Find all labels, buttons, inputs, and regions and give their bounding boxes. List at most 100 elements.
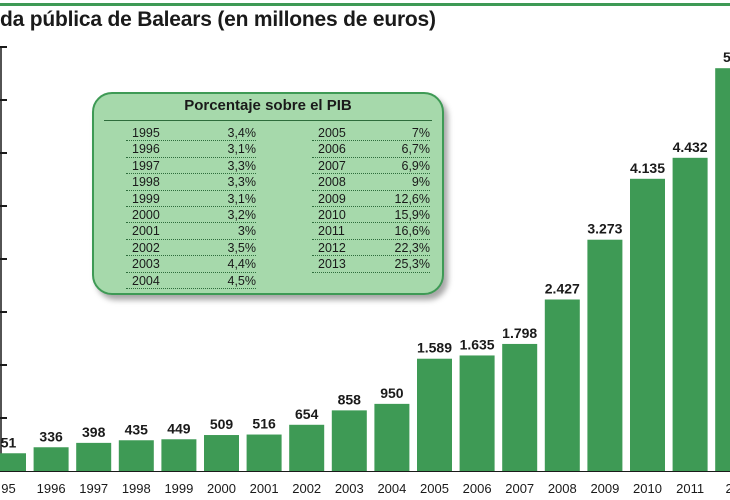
- bar-2005: [417, 358, 452, 471]
- bar-value-label: 516: [252, 416, 276, 432]
- bar-2000: [204, 435, 239, 471]
- pib-percentage: 12,6%: [394, 191, 430, 206]
- bar-value-label: 1.798: [502, 325, 537, 341]
- bar-value-label: 654: [295, 406, 319, 422]
- pib-table-row: 2003 4,4%: [126, 256, 257, 273]
- bar-2011: [672, 157, 708, 471]
- pib-year: 1996: [132, 142, 160, 157]
- pib-year: 2004: [132, 273, 160, 288]
- pib-year: 2003: [132, 257, 160, 272]
- pib-percentage: 4,4%: [227, 257, 257, 272]
- pib-year: 2005: [318, 126, 346, 140]
- pib-table-row: 2004 4,5%: [126, 273, 256, 289]
- x-tick-label: 95: [1, 481, 15, 496]
- pib-table-row: 2008 9%: [312, 174, 430, 191]
- pib-percentage: 7%: [411, 126, 430, 140]
- x-tick-label: 2002: [292, 481, 321, 496]
- chart-title: da pública de Balears (en millones de eu…: [0, 8, 436, 31]
- x-tick-label: 1997: [79, 481, 108, 496]
- bar-value-label: 2.427: [545, 280, 580, 296]
- pib-percentage: 15,9%: [394, 207, 430, 222]
- bar-1996: [33, 447, 69, 471]
- pib-year: 2011: [318, 224, 345, 239]
- pib-table-row: 1996 3,1%: [126, 141, 257, 158]
- bar-value-label: 51: [1, 434, 17, 450]
- pib-year: 1999: [132, 191, 160, 206]
- bar-value-label: 336: [39, 428, 63, 444]
- pib-table-row: 2006 6,7%: [312, 141, 431, 158]
- pib-column-left: 1995 3,4% 1996 3,1% 1997 3,3% 1998 3,3% 1999 3,1%…: [126, 125, 256, 289]
- pib-percentage: 6,7%: [401, 142, 431, 157]
- bar-1998: [118, 440, 154, 471]
- bar-1999: [161, 439, 197, 471]
- x-tick-label: 2000: [207, 481, 236, 496]
- pib-table-row: 2010 15,9%: [312, 207, 430, 224]
- pib-percentage: 22,3%: [394, 240, 430, 255]
- pib-table-row: 2002 3,5%: [126, 240, 257, 257]
- bar-value-label: 858: [338, 391, 362, 407]
- bar-value-label: 4.135: [630, 160, 665, 176]
- pib-year: 2010: [318, 207, 346, 222]
- x-tick-label: 2011: [676, 481, 704, 496]
- pib-year: 2008: [318, 175, 346, 190]
- bar-1997: [76, 442, 112, 471]
- pib-table-row: 2009 12,6%: [312, 191, 430, 207]
- pib-table-title-rule: [104, 120, 432, 121]
- pib-percentage: 3,4%: [227, 126, 257, 140]
- pib-percentage: 3,5%: [227, 240, 257, 255]
- x-tick-label: 1999: [164, 481, 193, 496]
- pib-table-row: 1998 3,3%: [126, 174, 257, 191]
- pib-table-row: 2013 25,3%: [312, 256, 430, 273]
- pib-table-row: 1995 3,4%: [126, 125, 257, 142]
- pib-column-right: 2005 7% 2006 6,7% 2007 6,9% 2008 9% 2009 12,6% 201…: [312, 125, 430, 273]
- pib-percentage: 3,1%: [227, 142, 257, 157]
- bar-2007: [502, 343, 538, 471]
- bar-2010: [630, 178, 665, 471]
- pib-table-row: 2007 6,9%: [312, 158, 431, 175]
- x-tick-label: 2008: [548, 481, 577, 496]
- pib-year: 2009: [318, 191, 346, 206]
- bar-value-label: 3.273: [587, 221, 622, 237]
- pib-year: 2000: [132, 207, 160, 222]
- bar-2004: [374, 403, 410, 471]
- pib-table-row: 2012 22,3%: [312, 240, 430, 257]
- x-tick-label: 2010: [633, 481, 662, 496]
- pib-percentage: 9%: [411, 175, 430, 190]
- pib-percentage: 3,1%: [227, 191, 257, 206]
- bar-2003: [331, 410, 367, 471]
- pib-percentage: 3%: [237, 224, 256, 239]
- bar-value-label: 449: [167, 420, 191, 436]
- bar-2001: [246, 434, 282, 471]
- pib-year: 1995: [132, 126, 160, 140]
- x-tick-label: 1996: [37, 481, 66, 496]
- pib-year: 2006: [318, 142, 346, 157]
- pib-table-row: 2011 16,6%: [312, 223, 430, 240]
- pib-table-row: 2000 3,2%: [126, 207, 257, 224]
- x-tick-label: 2009: [590, 481, 619, 496]
- x-tick-label: 2006: [463, 481, 492, 496]
- pib-percentage: 16,6%: [394, 224, 430, 239]
- x-tick-label: 2004: [377, 481, 406, 496]
- pib-percentage: 25,3%: [394, 257, 430, 272]
- bar-2002: [289, 424, 325, 471]
- pib-table-title: Porcentaje sobre el PIB: [184, 97, 352, 114]
- x-tick-label: 2001: [250, 481, 279, 496]
- bar-value-label: 1.635: [460, 336, 495, 352]
- pib-table-row: 2005 7%: [312, 125, 430, 142]
- pib-table-box: Porcentaje sobre el PIB 1995 3,4% 1996 3,1%…: [92, 92, 444, 295]
- bar-2008: [544, 299, 580, 471]
- pib-year: 2001: [132, 224, 160, 239]
- x-tick-label: 1998: [122, 481, 151, 496]
- bar-value-label: 1.589: [417, 340, 452, 356]
- bar-95: [0, 453, 26, 471]
- pib-percentage: 3,3%: [227, 175, 257, 190]
- pib-table-row: 1999 3,1%: [126, 191, 256, 207]
- top-rule: [0, 3, 730, 6]
- pib-percentage: 3,2%: [227, 207, 257, 222]
- x-tick-label: 20: [725, 481, 730, 496]
- pib-year: 2012: [318, 240, 346, 255]
- pib-table-row: 1997 3,3%: [126, 158, 256, 175]
- pib-year: 2013: [318, 257, 346, 272]
- pib-percentage: 6,9%: [401, 158, 431, 173]
